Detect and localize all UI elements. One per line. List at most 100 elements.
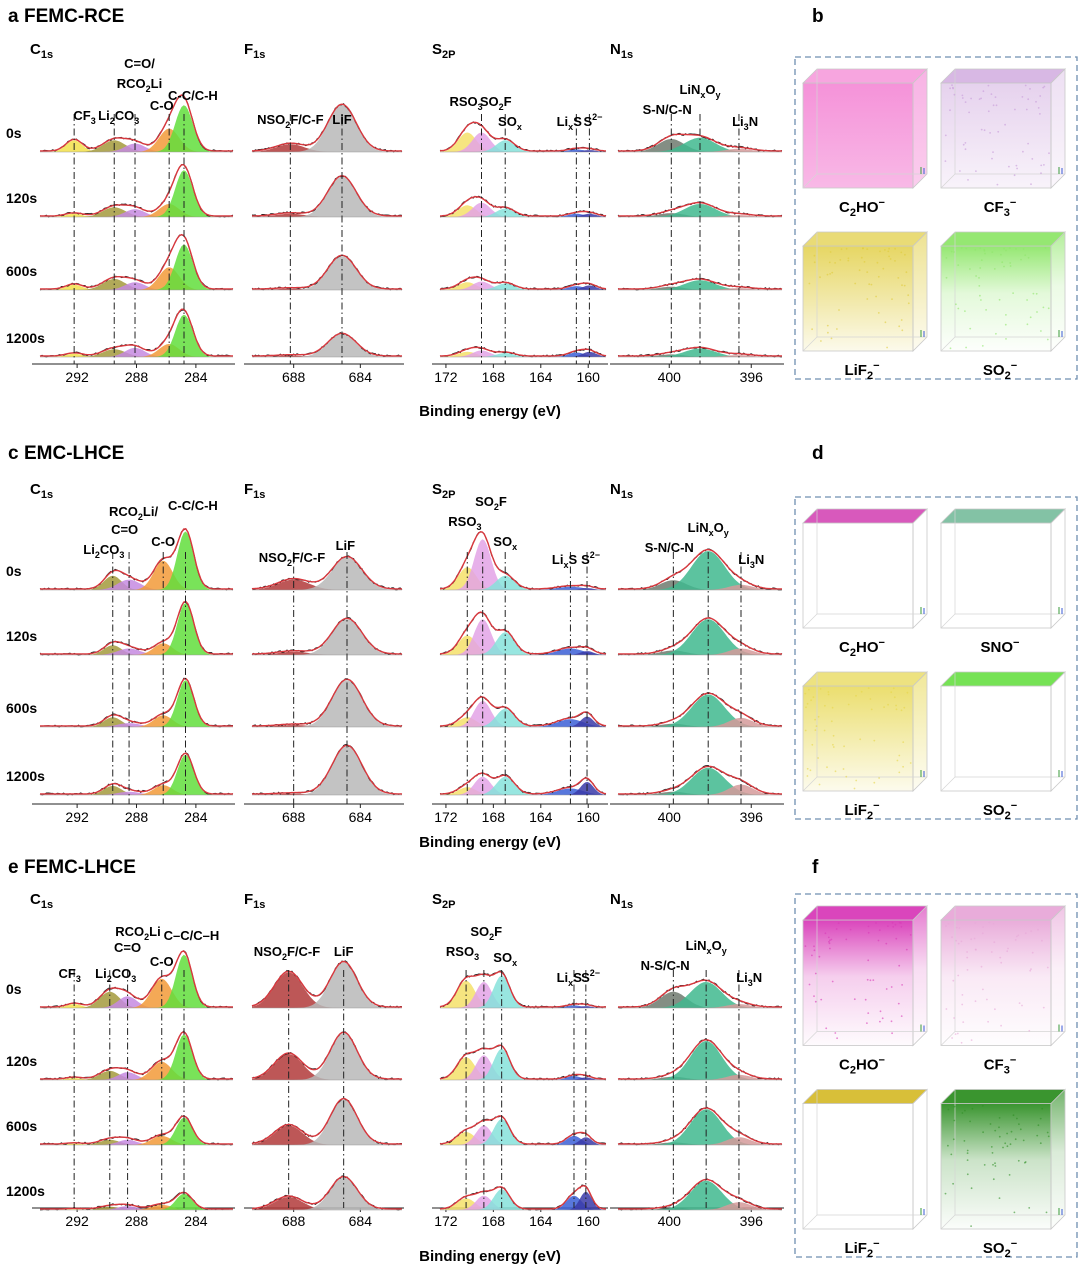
spectrum-600s xyxy=(439,275,607,291)
cube-speckle xyxy=(1007,947,1009,950)
cube-speckle xyxy=(988,921,991,924)
time-label: 120s xyxy=(6,628,37,644)
spectrum-1200s xyxy=(39,1191,234,1211)
spectrum-0s xyxy=(439,970,606,1009)
core-level-label: N1s xyxy=(610,41,633,61)
cube-speckle xyxy=(834,770,837,773)
peak-NSO2F/C-F xyxy=(252,144,402,152)
cube-front-face xyxy=(802,1103,914,1230)
cube-speckle xyxy=(969,327,972,330)
spectrum-120s xyxy=(439,611,607,656)
cube-speckle xyxy=(959,170,961,172)
cube-front-face xyxy=(940,919,1052,1046)
peak-label-S-N/C-N: S-N/C-N xyxy=(645,540,694,555)
fit-envelope-line xyxy=(40,600,233,655)
fit-envelope-line xyxy=(439,121,607,152)
peak-LiF xyxy=(252,619,402,655)
cube-speckle xyxy=(889,258,892,260)
label-part: F/C-F xyxy=(287,944,320,959)
peak-S-N/C-N xyxy=(618,139,782,152)
cube-speckle xyxy=(1039,1117,1042,1120)
peak-C-C xyxy=(40,680,233,727)
peak-NSO2F/C-F xyxy=(252,972,402,1008)
peak-RCO2Li xyxy=(40,1072,233,1080)
tick-label: 292 xyxy=(65,809,89,825)
label-part: 1s xyxy=(621,49,633,61)
cube-speckle xyxy=(898,964,901,967)
label-part: N xyxy=(755,552,764,567)
cube-speckle xyxy=(894,247,896,250)
time-label: 1200s xyxy=(6,768,45,784)
cube-speckle xyxy=(958,927,961,929)
cube-speckle xyxy=(964,101,967,103)
cube-speckle xyxy=(949,109,951,112)
cube-side-face xyxy=(912,68,928,189)
cube-speckle xyxy=(1014,108,1016,111)
time-label: 120s xyxy=(6,1053,37,1069)
cube-speckle xyxy=(818,955,821,958)
tick-label: 160 xyxy=(577,1213,601,1229)
cube-speckle xyxy=(970,938,973,941)
cube-speckle xyxy=(998,298,1001,301)
time-label: 1200s xyxy=(6,330,45,346)
cube-0: C2HO− xyxy=(802,508,928,659)
cube-speckle xyxy=(980,128,983,131)
label-part: 1s xyxy=(621,489,633,501)
label-part: 2 xyxy=(1005,810,1011,822)
cube-speckle xyxy=(806,767,809,770)
tick-label: 160 xyxy=(577,369,601,385)
cube-speckle xyxy=(992,1178,995,1181)
cube-speckle xyxy=(829,251,832,253)
cube-speckle xyxy=(951,936,953,939)
cube-speckle xyxy=(867,931,870,934)
cube-back-edge xyxy=(940,336,956,352)
spectrum-600s xyxy=(439,695,607,728)
core-level-label: C1s xyxy=(30,41,53,61)
peak-label-RCO2Li: RCO2Li xyxy=(115,924,160,942)
label-part: C-C/C-H xyxy=(168,498,218,513)
cube-speckle xyxy=(869,979,872,982)
cube-speckle xyxy=(813,261,816,264)
peak-label-Li3N: Li3N xyxy=(736,970,762,988)
label-part: SO xyxy=(493,534,512,549)
core-level-label: F1s xyxy=(244,41,265,61)
peak-label-Li2CO3: Li2CO3 xyxy=(95,966,136,984)
label-part: SO xyxy=(475,494,494,509)
label-part: 2 xyxy=(494,502,499,512)
cube-speckle xyxy=(1016,935,1018,938)
label-part: 2 xyxy=(282,952,287,962)
cube-speckle xyxy=(981,1104,984,1107)
peak-label-N-S/C-N: N-S/C-N xyxy=(641,958,690,973)
tick-label: 172 xyxy=(434,1213,458,1229)
label-part: NSO xyxy=(257,112,285,127)
cube-speckle xyxy=(877,312,880,314)
label-part: HO xyxy=(856,1057,879,1074)
cube-speckle xyxy=(1000,1024,1002,1027)
cube-speckle xyxy=(1024,84,1027,87)
peak-LixS xyxy=(440,213,606,217)
label-part: S-N/C-N xyxy=(645,540,694,555)
cube-speckle xyxy=(1029,316,1032,319)
cube-speckle xyxy=(947,1108,950,1111)
label-part: LiF xyxy=(336,538,356,553)
peak-RSO3 xyxy=(440,1057,606,1080)
tick-label: 172 xyxy=(434,809,458,825)
fit-envelope-line xyxy=(252,617,402,655)
cube-speckle xyxy=(954,1033,957,1035)
peak-label-NSO2F/C-F: NSO2F/C-F xyxy=(259,550,325,568)
cube-speckle xyxy=(1024,254,1027,256)
cube-back-edge xyxy=(802,173,818,189)
peak-label-LixS: LixS xyxy=(557,114,583,132)
time-label: 600s xyxy=(6,1118,37,1134)
cube-speckle xyxy=(1046,966,1049,969)
cube-speckle xyxy=(966,1159,969,1161)
peak-C-C xyxy=(40,314,233,357)
cube-speckle xyxy=(890,1020,893,1023)
cube-top-face xyxy=(802,905,928,921)
label-part: C-O xyxy=(151,534,175,549)
cube-speckle xyxy=(1042,1006,1045,1009)
cube-speckle xyxy=(811,954,813,957)
cube-speckle xyxy=(886,346,888,349)
